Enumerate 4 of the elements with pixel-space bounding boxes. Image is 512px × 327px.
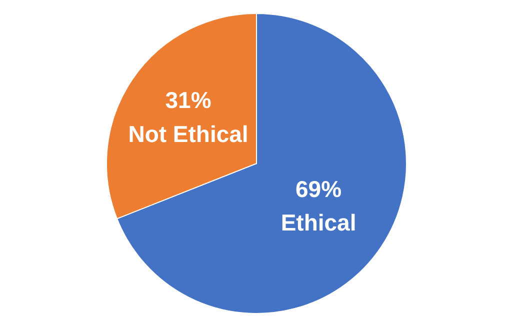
- slice-label: Ethical: [280, 210, 356, 236]
- data-label: 69%: [296, 176, 342, 202]
- data-label: 31%: [165, 87, 212, 114]
- slice-label: Not Ethical: [128, 121, 248, 148]
